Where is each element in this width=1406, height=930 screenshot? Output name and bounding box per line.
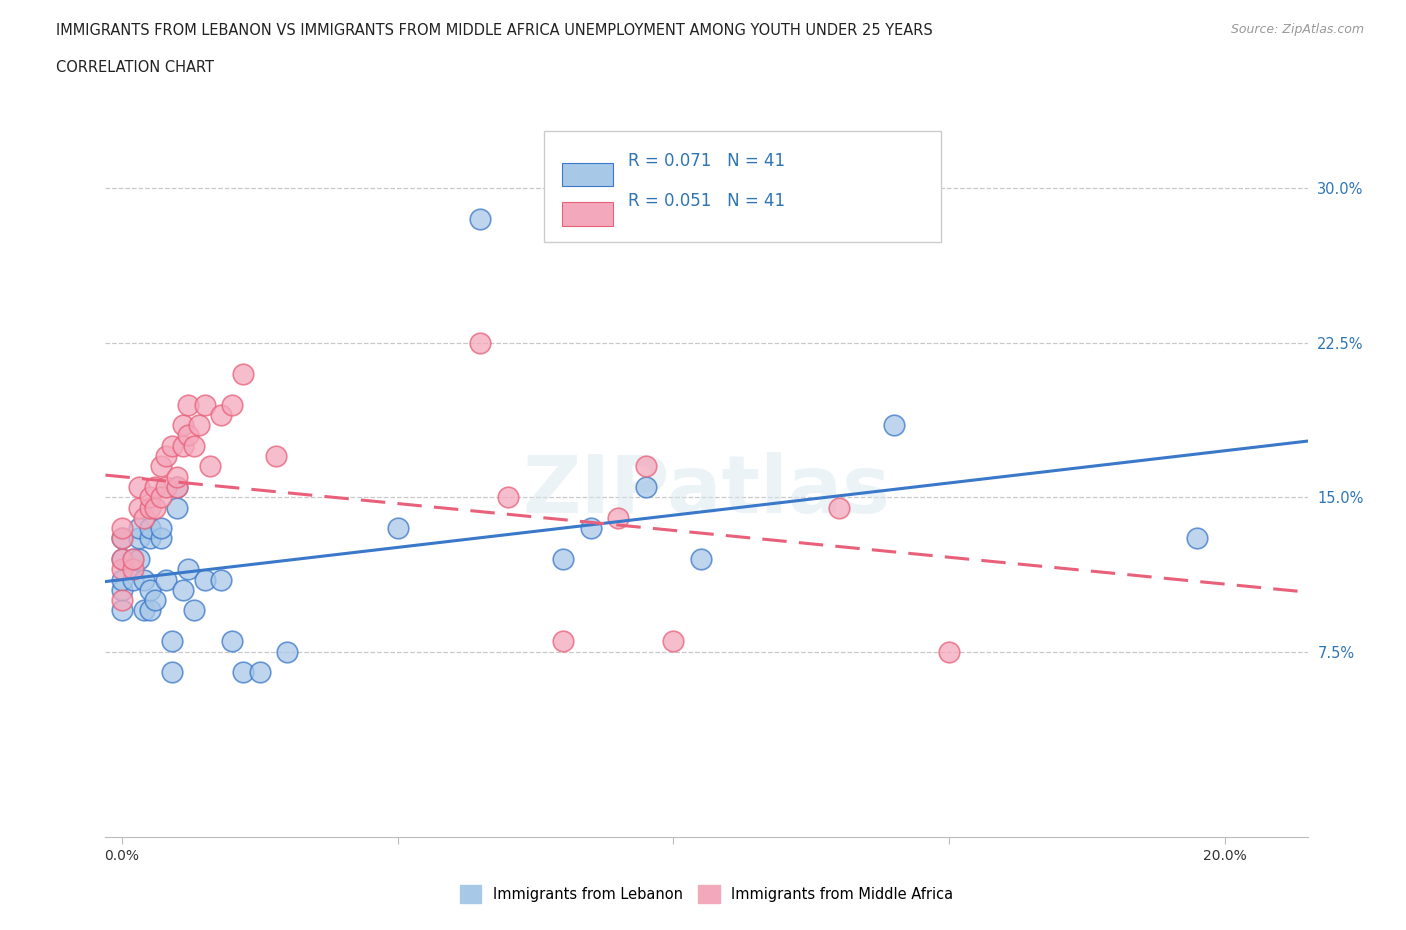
- Point: [579, 521, 602, 536]
- Text: R = 0.071   N = 41: R = 0.071 N = 41: [628, 152, 786, 170]
- Point: [111, 551, 134, 566]
- Point: [209, 572, 232, 587]
- Point: [221, 397, 243, 412]
- Point: [172, 582, 194, 597]
- Point: [143, 592, 166, 607]
- Point: [149, 531, 172, 546]
- Point: [828, 500, 851, 515]
- Point: [128, 551, 150, 566]
- Point: [122, 572, 145, 587]
- Point: [138, 490, 160, 505]
- Text: R = 0.051   N = 41: R = 0.051 N = 41: [628, 193, 786, 210]
- Point: [155, 572, 177, 587]
- Point: [177, 428, 200, 443]
- Point: [662, 634, 685, 649]
- Point: [111, 531, 134, 546]
- Point: [177, 397, 200, 412]
- Point: [160, 665, 183, 680]
- Point: [200, 458, 222, 473]
- Point: [111, 551, 134, 566]
- Point: [128, 480, 150, 495]
- Point: [496, 490, 519, 505]
- Text: Source: ZipAtlas.com: Source: ZipAtlas.com: [1230, 23, 1364, 36]
- Text: CORRELATION CHART: CORRELATION CHART: [56, 60, 214, 75]
- Point: [111, 572, 134, 587]
- Point: [122, 562, 145, 577]
- Point: [607, 511, 630, 525]
- Point: [160, 634, 183, 649]
- Point: [111, 592, 134, 607]
- Point: [387, 521, 409, 536]
- Point: [690, 551, 713, 566]
- Point: [209, 407, 232, 422]
- Point: [194, 397, 217, 412]
- Point: [470, 336, 492, 351]
- Point: [232, 366, 254, 381]
- Point: [128, 521, 150, 536]
- Point: [276, 644, 298, 659]
- Text: IMMIGRANTS FROM LEBANON VS IMMIGRANTS FROM MIDDLE AFRICA UNEMPLOYMENT AMONG YOUT: IMMIGRANTS FROM LEBANON VS IMMIGRANTS FR…: [56, 23, 934, 38]
- Text: ZIPatlas: ZIPatlas: [523, 452, 890, 530]
- FancyBboxPatch shape: [562, 203, 613, 226]
- Point: [111, 562, 134, 577]
- Point: [149, 521, 172, 536]
- Point: [155, 480, 177, 495]
- Point: [111, 521, 134, 536]
- Point: [634, 480, 657, 495]
- Point: [183, 603, 205, 618]
- Point: [143, 480, 166, 495]
- Point: [938, 644, 960, 659]
- Point: [221, 634, 243, 649]
- Point: [122, 551, 145, 566]
- Point: [166, 500, 188, 515]
- Point: [553, 551, 575, 566]
- Point: [1187, 531, 1209, 546]
- Point: [249, 665, 271, 680]
- Point: [128, 500, 150, 515]
- Point: [166, 480, 188, 495]
- Point: [172, 418, 194, 432]
- Point: [266, 448, 288, 463]
- Point: [183, 438, 205, 453]
- Point: [188, 418, 211, 432]
- FancyBboxPatch shape: [544, 131, 941, 243]
- Point: [155, 448, 177, 463]
- Point: [883, 418, 905, 432]
- Point: [143, 500, 166, 515]
- Legend: Immigrants from Lebanon, Immigrants from Middle Africa: Immigrants from Lebanon, Immigrants from…: [454, 880, 959, 909]
- FancyBboxPatch shape: [562, 163, 613, 186]
- Point: [149, 490, 172, 505]
- Point: [122, 551, 145, 566]
- Point: [138, 500, 160, 515]
- Point: [111, 603, 134, 618]
- Point: [138, 531, 160, 546]
- Point: [111, 582, 134, 597]
- Point: [132, 603, 155, 618]
- Point: [166, 470, 188, 485]
- Point: [132, 511, 155, 525]
- Point: [177, 562, 200, 577]
- Point: [128, 531, 150, 546]
- Point: [553, 634, 575, 649]
- Point: [160, 438, 183, 453]
- Point: [138, 582, 160, 597]
- Point: [232, 665, 254, 680]
- Point: [172, 438, 194, 453]
- Point: [111, 531, 134, 546]
- Point: [194, 572, 217, 587]
- Point: [149, 458, 172, 473]
- Point: [634, 458, 657, 473]
- Point: [138, 603, 160, 618]
- Point: [132, 572, 155, 587]
- Point: [166, 480, 188, 495]
- Point: [138, 521, 160, 536]
- Point: [470, 212, 492, 227]
